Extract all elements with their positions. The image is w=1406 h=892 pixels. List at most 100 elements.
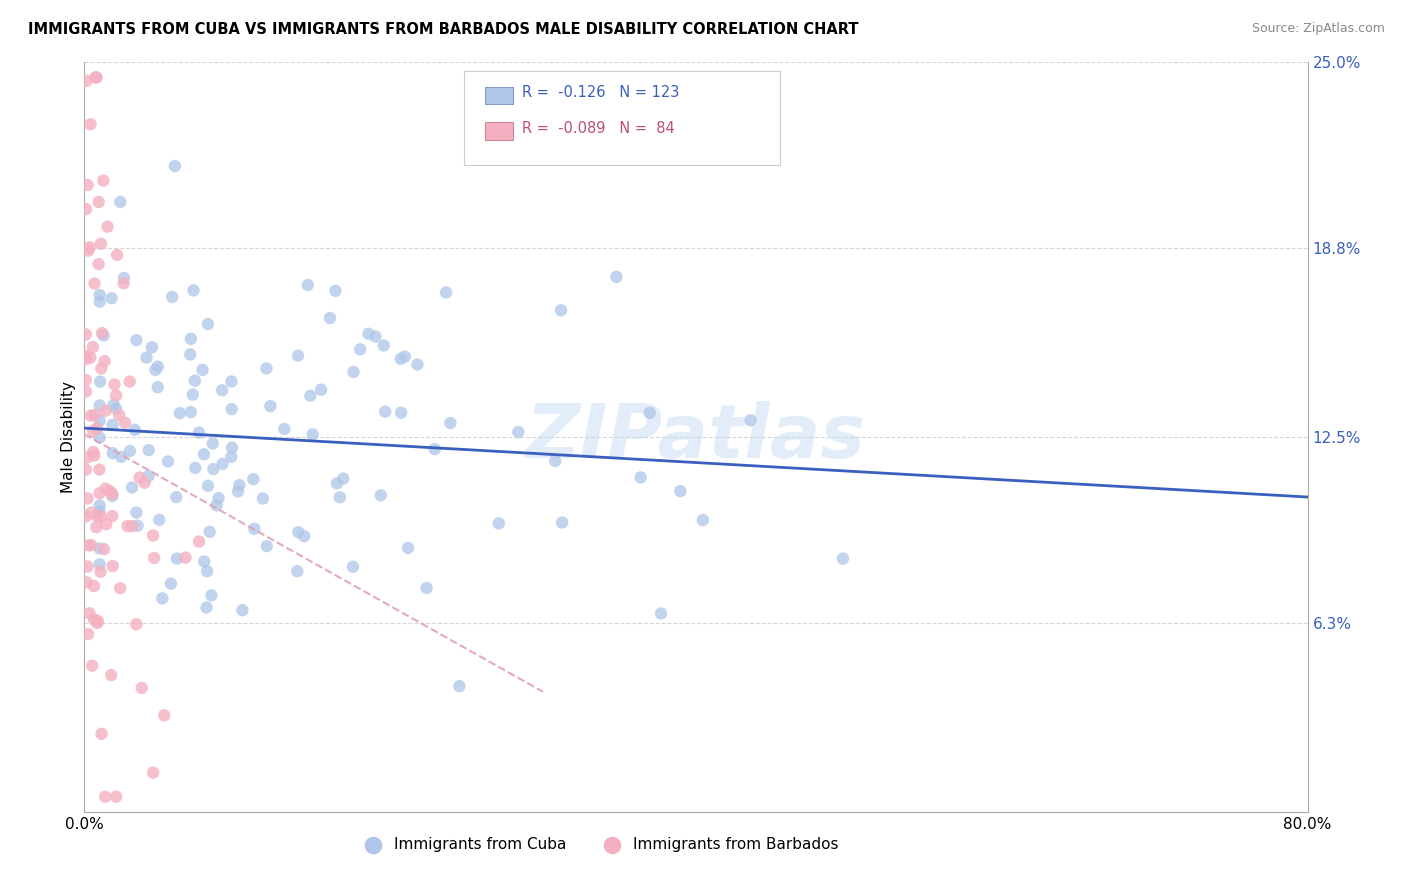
Point xyxy=(309,383,332,397)
Point xyxy=(135,351,157,365)
Point xyxy=(76,491,98,506)
Point xyxy=(138,443,160,458)
Point xyxy=(146,380,169,394)
Point xyxy=(125,506,148,520)
Point xyxy=(243,522,266,536)
Point xyxy=(110,450,132,464)
Point xyxy=(105,388,128,402)
Point xyxy=(79,240,101,254)
Point xyxy=(373,338,395,352)
Point xyxy=(82,340,104,354)
Point xyxy=(226,484,249,499)
Point xyxy=(79,117,101,131)
Point xyxy=(96,517,118,532)
Point xyxy=(83,449,105,463)
Point xyxy=(79,607,101,621)
Point xyxy=(211,457,233,471)
Point xyxy=(181,387,204,401)
Point xyxy=(692,513,714,527)
Point xyxy=(121,480,143,494)
Point xyxy=(221,402,243,417)
Point xyxy=(103,398,125,412)
Point xyxy=(118,375,141,389)
Point xyxy=(100,291,122,305)
Point xyxy=(364,329,387,343)
Point xyxy=(252,491,274,506)
Point xyxy=(94,789,117,804)
Point xyxy=(86,615,108,630)
Point xyxy=(100,668,122,682)
Point xyxy=(93,328,115,343)
Point xyxy=(163,159,186,173)
Point xyxy=(630,470,652,484)
Point xyxy=(326,476,349,491)
Point xyxy=(191,363,214,377)
Point xyxy=(89,294,111,309)
Point xyxy=(638,406,661,420)
Point xyxy=(202,462,225,476)
Point xyxy=(332,472,354,486)
Point xyxy=(80,409,103,423)
Point xyxy=(98,484,121,499)
Point xyxy=(83,277,105,291)
Point xyxy=(124,423,146,437)
Point xyxy=(434,285,457,300)
Point xyxy=(101,489,124,503)
Point xyxy=(396,541,419,555)
Point xyxy=(76,74,98,88)
Point xyxy=(415,581,437,595)
Point xyxy=(285,564,308,578)
Point xyxy=(188,425,211,440)
Point xyxy=(389,406,412,420)
Point xyxy=(231,603,253,617)
Point xyxy=(75,349,97,363)
Point xyxy=(184,461,207,475)
Point xyxy=(157,454,180,468)
Point xyxy=(188,534,211,549)
Point xyxy=(82,445,104,459)
Point xyxy=(143,551,166,566)
Point xyxy=(105,401,128,416)
Point xyxy=(89,558,111,572)
Point xyxy=(77,244,100,258)
Point xyxy=(221,375,243,389)
Point xyxy=(77,538,100,552)
Point xyxy=(273,422,295,436)
Point xyxy=(205,499,228,513)
Point xyxy=(180,405,202,419)
Point xyxy=(131,681,153,695)
Point xyxy=(89,499,111,513)
Point xyxy=(75,462,97,476)
Point xyxy=(287,525,309,540)
Point xyxy=(183,284,205,298)
Point xyxy=(89,375,111,389)
Point xyxy=(211,384,233,398)
Point xyxy=(105,248,128,262)
Point xyxy=(193,447,215,461)
Legend: Immigrants from Cuba, Immigrants from Barbados: Immigrants from Cuba, Immigrants from Ba… xyxy=(352,830,845,858)
Point xyxy=(121,519,143,533)
Point xyxy=(110,194,132,209)
Point xyxy=(91,326,114,340)
Point xyxy=(342,365,364,379)
Point xyxy=(89,399,111,413)
Point xyxy=(740,413,762,427)
Point xyxy=(82,424,104,438)
Point xyxy=(319,311,342,326)
Point xyxy=(145,363,167,377)
Point xyxy=(228,478,250,492)
Point xyxy=(89,565,111,579)
Point xyxy=(195,600,218,615)
Point xyxy=(439,416,461,430)
Point xyxy=(90,727,112,741)
Point xyxy=(90,236,112,251)
Point xyxy=(138,469,160,483)
Point xyxy=(89,288,111,302)
Point xyxy=(299,389,322,403)
Point xyxy=(101,446,124,460)
Point xyxy=(96,219,118,234)
Point xyxy=(89,486,111,500)
Point xyxy=(101,509,124,524)
Point xyxy=(160,576,183,591)
Point xyxy=(112,277,135,291)
